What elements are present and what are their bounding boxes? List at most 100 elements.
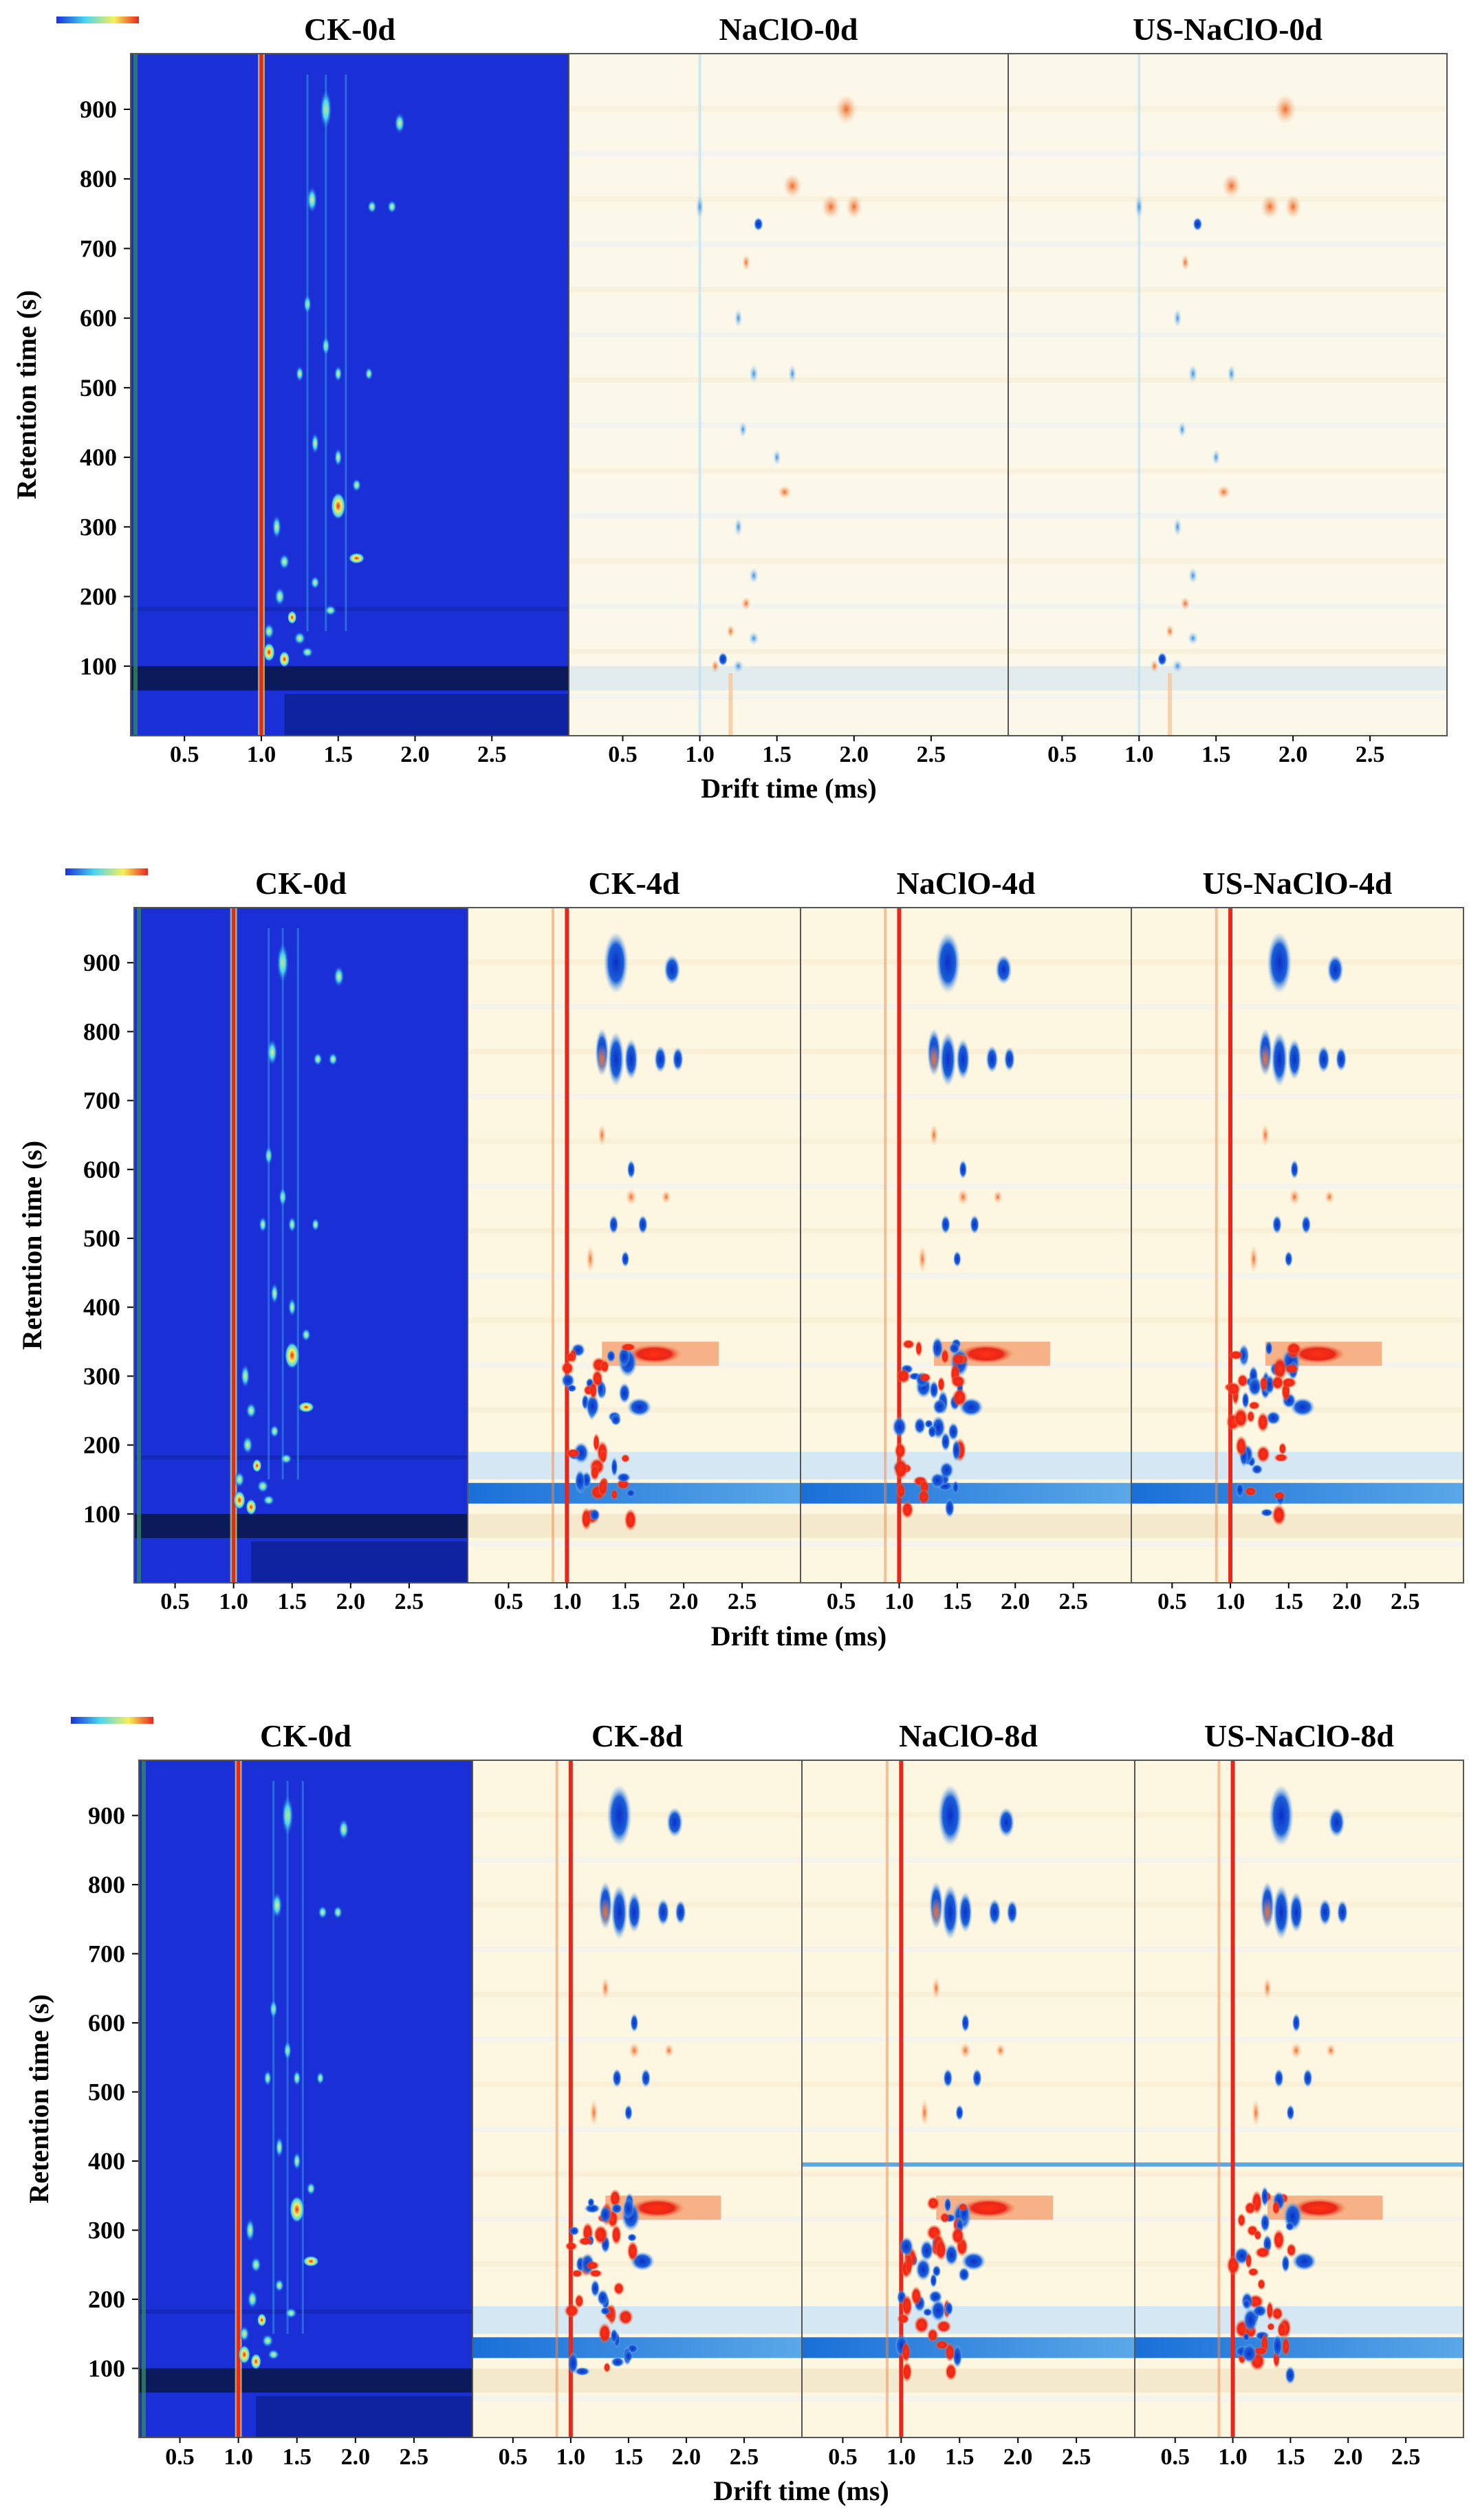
peak-marker (959, 1344, 1014, 1364)
faint-band (131, 606, 569, 611)
x-tick-label: 2.0 (1001, 1589, 1030, 1614)
plot-background (1008, 54, 1447, 736)
peak-marker (638, 1214, 648, 1234)
peak-marker (319, 88, 332, 130)
light-band (1131, 1451, 1463, 1480)
peak-marker (821, 194, 841, 219)
peak-marker (620, 1343, 637, 1352)
peak-marker (1286, 2104, 1295, 2121)
y-tick-label: 200 (88, 2286, 125, 2313)
peak-marker (1177, 421, 1186, 438)
peak-marker (324, 604, 337, 616)
peak-marker (905, 2252, 913, 2277)
peak-marker (917, 1489, 931, 1505)
peak-marker (630, 2013, 639, 2033)
stripe (1131, 959, 1463, 965)
peak-marker (284, 1341, 300, 1370)
peak-marker (992, 1190, 1003, 1204)
peak-marker (565, 1352, 575, 1363)
stripe (1135, 1947, 1463, 1953)
peak-marker (262, 1494, 275, 1506)
faint-band (134, 1455, 468, 1460)
dark-band (131, 666, 569, 691)
streak (325, 74, 327, 632)
x-tick-label: 0.5 (165, 2444, 195, 2470)
peak-marker (928, 1044, 940, 1075)
stripe (569, 151, 1008, 157)
peak-marker (1285, 2365, 1296, 2385)
peak-marker (930, 1124, 939, 1146)
light-band (472, 2306, 802, 2334)
peak-marker (233, 1490, 246, 1510)
stripe (1008, 241, 1447, 248)
peak-marker (578, 2237, 594, 2246)
peak-marker (1261, 1124, 1270, 1146)
y-tick-label: 800 (80, 165, 117, 193)
peak-marker (1217, 485, 1231, 499)
peak-marker (944, 1498, 955, 1518)
stripe (468, 959, 801, 965)
peak-marker (596, 1044, 608, 1075)
peak-marker (1188, 364, 1198, 384)
peak-marker (972, 2068, 982, 2088)
peak-marker (1248, 1377, 1262, 1397)
streak (272, 1781, 275, 2334)
y-tick-label: 500 (83, 1225, 120, 1252)
peak-marker (1252, 2099, 1261, 2127)
peak-marker (627, 1159, 635, 1179)
peak-marker (627, 1397, 652, 1417)
peak-marker (937, 1784, 963, 1847)
x-tick-label: 2.5 (1062, 2444, 1091, 2470)
stripe (1008, 151, 1447, 157)
peak-marker (896, 1482, 906, 1500)
panel-plot (1135, 1760, 1463, 2437)
streak (281, 928, 284, 1480)
peak-marker (318, 1905, 328, 1920)
rip-shadow (1217, 1760, 1221, 2437)
peak-marker (1157, 652, 1167, 666)
stripe (1135, 2126, 1463, 2132)
stripe (1135, 2396, 1463, 2402)
peak-marker (1261, 2186, 1269, 2208)
y-tick-label: 500 (88, 2078, 125, 2105)
peak-marker (239, 2325, 250, 2343)
peak-marker (1244, 2201, 1256, 2215)
peak-marker (749, 364, 759, 384)
rip-line (568, 1760, 573, 2437)
stripe (569, 468, 1008, 474)
peak-marker (959, 1159, 968, 1179)
stripe (569, 331, 1008, 338)
peak-marker (1259, 1044, 1271, 1075)
y-tick-label: 100 (83, 1500, 120, 1528)
stripe (801, 959, 1131, 965)
peak-marker (932, 1977, 941, 1999)
peak-marker (574, 1469, 586, 1493)
stripe (802, 2126, 1135, 2132)
x-tick-label: 1.0 (224, 2444, 253, 2470)
x-tick-label: 0.5 (608, 742, 638, 767)
peak-marker (1260, 2213, 1270, 2233)
peak-marker (364, 366, 373, 381)
stripe (569, 694, 1008, 700)
light-band (801, 1451, 1131, 1480)
peak-marker (310, 576, 320, 590)
peak-marker (271, 1892, 283, 1920)
peak-marker (748, 631, 760, 646)
peak-marker (1326, 2044, 1336, 2058)
peak-marker (599, 1449, 607, 1464)
peak-marker (1286, 2243, 1297, 2258)
peak-marker (367, 199, 377, 214)
x-tick-label: 2.0 (840, 742, 869, 767)
peak-marker (263, 2070, 272, 2087)
stripe (1008, 422, 1447, 428)
peak-marker (1003, 1047, 1015, 1072)
peak-marker (594, 2224, 608, 2245)
peak-marker (567, 1384, 577, 1393)
peak-marker (1135, 194, 1144, 219)
streak (306, 74, 309, 632)
peak-marker (901, 2294, 913, 2318)
panel-title: CK-4d (589, 866, 680, 901)
peak-marker (598, 1478, 608, 1498)
stripe (801, 1183, 1131, 1189)
stripe (1131, 1004, 1463, 1010)
